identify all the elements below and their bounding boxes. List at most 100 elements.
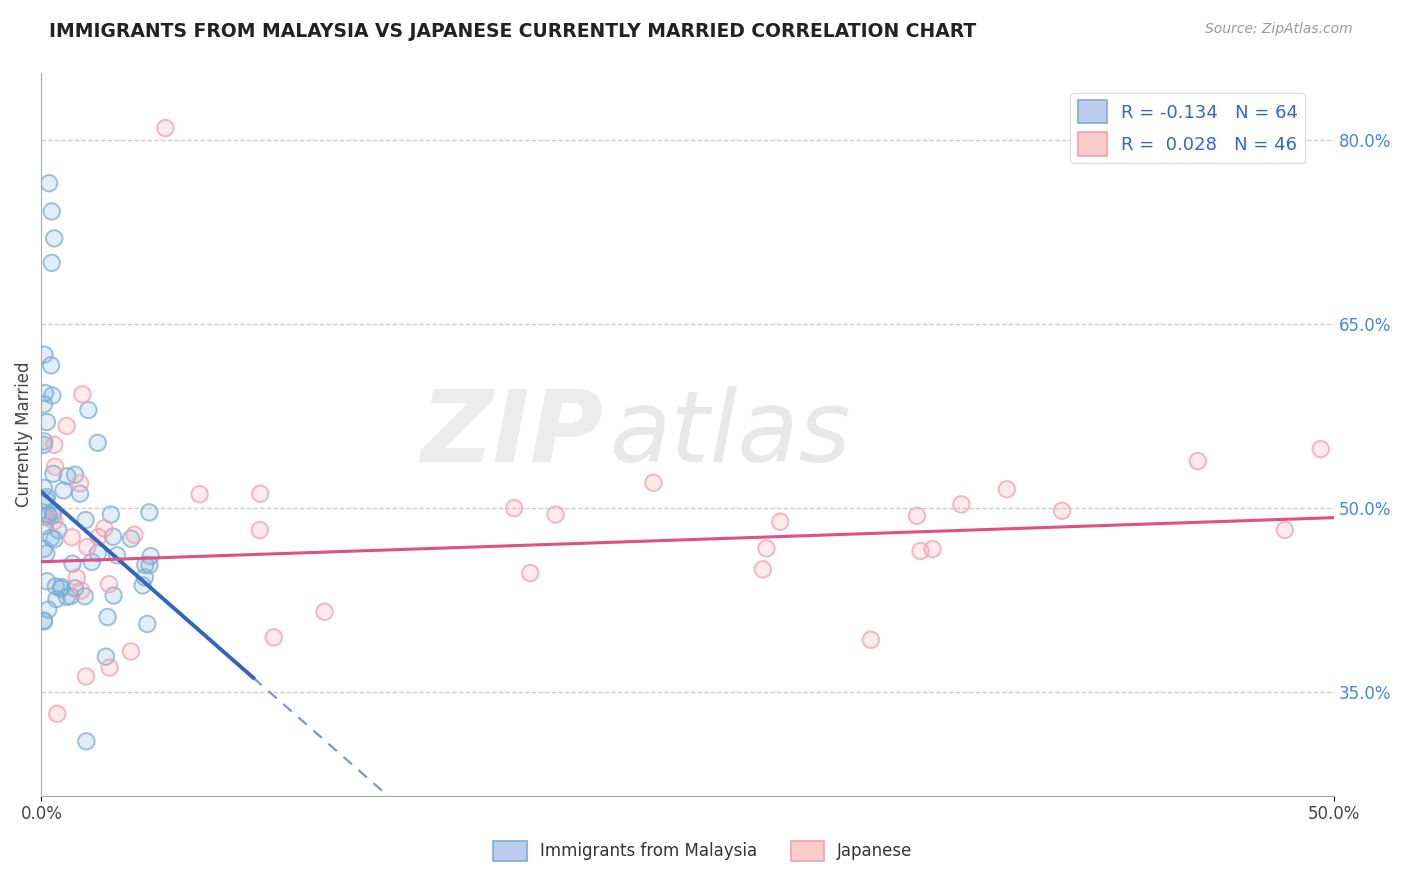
Point: [46, 523, 69, 537]
Point: [35, 547, 58, 561]
Point: [62, 557, 84, 571]
Point: [35, 510, 58, 524]
Point: [34, 519, 56, 533]
Point: [120, 532, 142, 546]
Point: [44, 533, 66, 547]
Point: [32, 481, 55, 495]
Point: [124, 527, 146, 541]
Point: [34, 519, 56, 533]
Point: [76, 540, 98, 554]
Point: [249, 486, 271, 500]
Point: [63, 467, 86, 482]
Point: [38, 508, 60, 523]
Point: [32, 397, 55, 411]
Point: [69, 486, 91, 500]
Point: [1187, 454, 1209, 468]
Point: [314, 605, 336, 619]
Point: [105, 549, 128, 563]
Point: [100, 508, 122, 522]
Point: [94, 649, 117, 664]
Point: [910, 544, 932, 558]
Point: [35, 415, 58, 429]
Point: [35, 574, 58, 589]
Point: [32, 434, 55, 449]
Point: [56, 590, 79, 604]
Point: [32, 614, 55, 628]
Point: [905, 508, 928, 523]
Point: [1050, 504, 1073, 518]
Point: [41, 388, 63, 402]
Point: [41, 204, 63, 219]
Point: [138, 558, 160, 572]
Point: [105, 549, 128, 563]
Point: [859, 632, 882, 647]
Point: [32, 397, 55, 411]
Point: [1274, 523, 1296, 537]
Point: [51, 580, 73, 594]
Point: [249, 523, 271, 537]
Point: [139, 549, 162, 563]
Point: [38, 176, 60, 190]
Point: [44, 438, 66, 452]
Point: [138, 558, 160, 572]
Point: [56, 469, 79, 483]
Point: [44, 514, 66, 528]
Text: IMMIGRANTS FROM MALAYSIA VS JAPANESE CURRENTLY MARRIED CORRELATION CHART: IMMIGRANTS FROM MALAYSIA VS JAPANESE CUR…: [49, 22, 976, 41]
Point: [519, 566, 541, 580]
Point: [35, 547, 58, 561]
Point: [55, 419, 77, 434]
Point: [42, 467, 65, 481]
Point: [643, 475, 665, 490]
Point: [188, 487, 211, 501]
Point: [69, 476, 91, 491]
Point: [87, 530, 110, 544]
Point: [101, 530, 124, 544]
Point: [41, 256, 63, 270]
Point: [1050, 504, 1073, 518]
Point: [503, 501, 526, 516]
Point: [87, 530, 110, 544]
Point: [921, 542, 943, 557]
Point: [155, 121, 177, 136]
Text: atlas: atlas: [610, 386, 852, 483]
Point: [72, 387, 94, 401]
Point: [950, 497, 973, 511]
Point: [38, 176, 60, 190]
Point: [769, 515, 792, 529]
Point: [87, 546, 110, 560]
Point: [134, 570, 156, 584]
Point: [70, 583, 93, 598]
Point: [134, 558, 156, 572]
Point: [139, 549, 162, 563]
Point: [75, 513, 97, 527]
Point: [103, 589, 125, 603]
Y-axis label: Currently Married: Currently Married: [15, 361, 32, 508]
Point: [56, 469, 79, 483]
Point: [35, 492, 58, 507]
Point: [44, 459, 66, 474]
Point: [37, 602, 59, 616]
Point: [120, 644, 142, 658]
Point: [49, 582, 72, 596]
Point: [32, 615, 55, 629]
Point: [34, 348, 56, 362]
Point: [93, 521, 115, 535]
Point: [52, 483, 75, 498]
Point: [35, 510, 58, 524]
Point: [755, 541, 778, 556]
Point: [60, 530, 83, 544]
Point: [80, 555, 103, 569]
Point: [77, 403, 100, 417]
Point: [995, 482, 1018, 496]
Legend: Immigrants from Malaysia, Japanese: Immigrants from Malaysia, Japanese: [486, 834, 920, 868]
Point: [75, 734, 97, 748]
Point: [59, 589, 82, 603]
Point: [544, 508, 567, 522]
Point: [45, 592, 67, 607]
Point: [37, 508, 59, 522]
Point: [87, 546, 110, 560]
Point: [39, 359, 62, 373]
Point: [46, 523, 69, 537]
Point: [75, 513, 97, 527]
Point: [131, 578, 153, 592]
